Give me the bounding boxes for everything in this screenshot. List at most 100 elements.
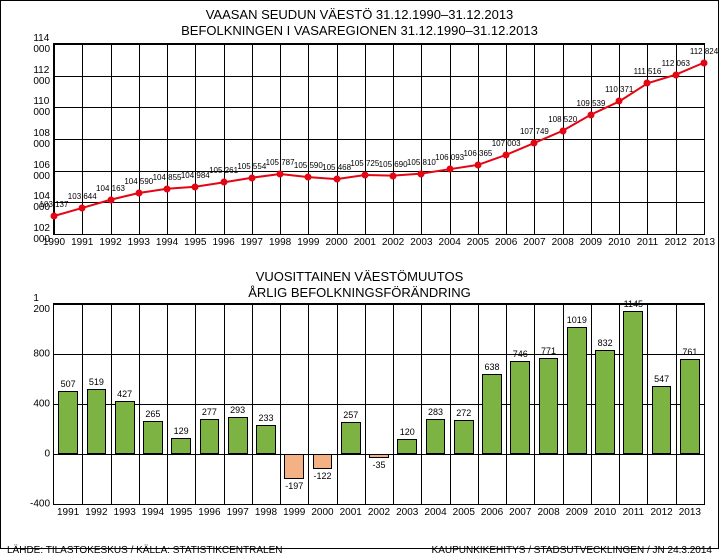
grid-line-v [111,304,112,504]
value-label: 106 093 [435,153,464,162]
bar-label: 519 [89,377,104,387]
bottom-chart-plot: -40004008001 200199150719925191993427199… [53,303,705,505]
data-point [390,172,397,179]
value-label: 104 984 [181,171,210,180]
x-axis-label: 1999 [297,237,319,248]
x-axis-label: 2001 [340,507,362,518]
value-label: 105 554 [237,162,266,171]
zero-line [54,454,704,455]
data-point [559,127,566,134]
grid-line-v [195,304,196,504]
value-label: 111 516 [634,67,662,76]
x-axis-label: 1990 [43,237,65,248]
x-axis-label: 2012 [665,237,687,248]
bar [595,350,615,454]
grid-line-v [139,304,140,504]
x-axis-label: 1998 [269,237,291,248]
bar [284,454,304,479]
grid-line-v [252,44,253,234]
grid-line-v [337,44,338,234]
x-axis-label: 2004 [439,237,461,248]
bar [228,417,248,454]
grid-line-v [308,44,309,234]
y-axis-label: 0 [44,449,50,460]
data-point [644,80,651,87]
grid-line-v [704,44,705,234]
bottom-title-line2: ÅRLIG BEFOLKNINGSFÖRÄNDRING [248,285,470,300]
grid-line-v [450,304,451,504]
value-label: 105 590 [294,161,323,170]
value-label: 105 787 [266,158,295,167]
grid-line-v [195,44,196,234]
bar [652,386,672,454]
top-title-line2: BEFOLKNINGEN I VASAREGIONEN 31.12.1990–3… [181,23,538,38]
y-axis-label: 108 000 [33,128,50,150]
value-label: 105 690 [379,160,408,169]
value-label: 108 520 [548,115,577,124]
x-axis-label: 1991 [57,507,79,518]
grid-line-h [54,504,704,505]
x-axis-label: 1992 [99,237,121,248]
bar-label: 257 [343,410,358,420]
grid-line-v [393,304,394,504]
x-axis-label: 2005 [467,237,489,248]
bar [623,311,643,454]
grid-line-v [478,304,479,504]
bottom-title-line1: VUOSITTAINEN VÄESTÖMUUTOS [256,269,464,284]
bar [426,419,446,454]
y-axis-label: -400 [30,499,50,510]
bar [539,358,559,454]
grid-line-h [54,76,704,77]
grid-line-v [421,304,422,504]
value-label: 107 003 [492,139,521,148]
data-point [701,59,708,66]
top-title-line1: VAASAN SEUDUN VÄESTÖ 31.12.1990–31.12.20… [206,7,514,22]
value-label: 106 365 [463,149,492,158]
grid-line-h [54,139,704,140]
bar-label: 277 [202,407,217,417]
x-axis-label: 2012 [650,507,672,518]
value-label: 104 590 [124,177,153,186]
grid-line-h [54,234,704,235]
grid-line-v [421,44,422,234]
x-axis-label: 1991 [71,237,93,248]
grid-line-v [563,304,564,504]
bar [510,361,530,454]
grid-line-v [647,304,648,504]
data-point [305,174,312,181]
bar-label: 547 [654,374,669,384]
grid-line-v [280,44,281,234]
x-axis-label: 2000 [325,237,347,248]
grid-line-v [224,44,225,234]
data-point [361,172,368,179]
bottom-chart-title: VUOSITTAINEN VÄESTÖMUUTOS ÅRLIG BEFOLKNI… [1,263,718,300]
bar [341,422,361,454]
bar [115,401,135,454]
bar-label: 832 [598,338,613,348]
x-axis-label: 1998 [255,507,277,518]
bar [313,454,333,469]
y-axis-label: 1 200 [33,293,50,315]
bar-label: -122 [313,471,331,481]
grid-line-v [82,304,83,504]
data-point [135,189,142,196]
grid-line-v [337,304,338,504]
x-axis-label: 2007 [523,237,545,248]
data-point [79,204,86,211]
bar-label: 233 [258,413,273,423]
value-label: 105 725 [350,159,379,168]
x-axis-label: 1995 [184,237,206,248]
data-point [672,71,679,78]
value-label: 107 749 [520,127,549,136]
x-axis-label: 2002 [382,237,404,248]
bar [680,359,700,454]
data-point [192,183,199,190]
bar [143,421,163,454]
data-point [333,176,340,183]
grid-line-v [252,304,253,504]
grid-line-v [591,44,592,234]
bar-label: 129 [174,426,189,436]
grid-line-v [365,44,366,234]
x-axis-label: 2010 [594,507,616,518]
grid-line-v [365,304,366,504]
